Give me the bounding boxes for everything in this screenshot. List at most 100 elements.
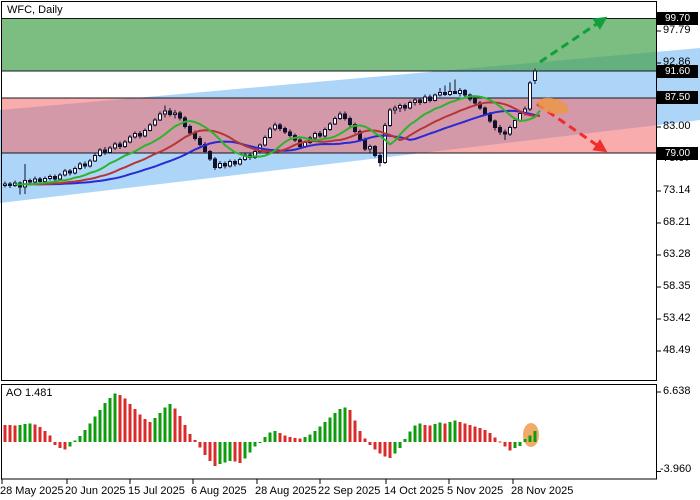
candle-body <box>328 123 332 131</box>
candle-body <box>358 131 362 140</box>
ao-axis-min-label: -3.960 <box>660 463 692 475</box>
ao-bar <box>468 424 472 442</box>
candle-body <box>458 90 462 94</box>
date-label: 14 Oct 2025 <box>384 485 444 497</box>
candle-body <box>438 92 442 96</box>
candle-body <box>3 183 7 186</box>
ao-bar <box>488 433 492 442</box>
ao-bar <box>388 442 392 458</box>
ao-bar <box>118 394 122 442</box>
candle-body <box>63 170 67 176</box>
alligator-teeth[interactable] <box>24 101 541 186</box>
ao-bar <box>413 425 417 442</box>
alligator-lips[interactable] <box>14 95 541 186</box>
candle-body <box>113 143 117 149</box>
candle-body <box>188 125 192 134</box>
ao-bar <box>533 430 537 442</box>
candle-body <box>343 113 347 120</box>
ao-bar <box>378 442 382 454</box>
candle-body <box>403 105 407 109</box>
price-tick-label: 83.00 <box>663 120 691 133</box>
candle-body <box>218 162 222 168</box>
ao-bar <box>308 434 312 442</box>
ao-bar <box>198 442 202 448</box>
candle-body <box>223 162 227 167</box>
candle-body <box>418 99 422 103</box>
ao-bar <box>23 424 27 442</box>
candle-body <box>108 147 112 153</box>
candle-body <box>283 127 287 133</box>
candle-body <box>148 124 152 131</box>
candle-body <box>128 136 132 143</box>
ao-bar <box>343 407 347 442</box>
date-label: 28 Aug 2025 <box>255 485 317 497</box>
ao-bar <box>113 393 117 442</box>
ao-bar <box>408 431 412 442</box>
ao-bar <box>273 430 277 442</box>
candle-body <box>213 158 217 168</box>
candle-body <box>88 160 92 167</box>
candle-body <box>288 131 292 136</box>
ao-axis-max-label: 6.638 <box>663 385 691 397</box>
ao-bar <box>348 409 352 442</box>
ao-bar <box>93 416 97 442</box>
candle-body <box>428 96 432 101</box>
ao-bar <box>363 438 367 442</box>
candle-body <box>333 118 337 125</box>
candle-body <box>38 178 42 183</box>
candle-body <box>233 160 237 165</box>
ao-bar <box>83 430 87 442</box>
ao-bar <box>373 442 377 450</box>
ao-bar <box>98 409 102 442</box>
candle-body <box>408 101 412 109</box>
price-badge: 99.70 <box>657 12 698 26</box>
price-tick-label: 73.14 <box>663 184 691 197</box>
candle-body <box>373 146 377 157</box>
ao-bar <box>163 407 167 442</box>
candle-body <box>28 179 32 183</box>
candle-body <box>83 163 87 167</box>
ao-bar <box>213 442 217 466</box>
ao-bar <box>438 422 442 442</box>
candle-body <box>348 118 352 125</box>
candle-body <box>73 168 77 174</box>
target-zone[interactable] <box>2 18 656 72</box>
ao-bar <box>68 442 72 447</box>
candle-body <box>528 82 532 110</box>
price-badge: 87.50 <box>657 91 698 105</box>
date-label: 15 Jul 2025 <box>128 485 185 497</box>
candle-body <box>93 155 97 162</box>
candle-body <box>378 155 382 164</box>
candle-body <box>483 107 487 115</box>
ao-bar <box>203 442 207 455</box>
alligator-jaw[interactable] <box>35 109 541 186</box>
ao-bar <box>333 412 337 442</box>
ao-bar <box>403 439 407 442</box>
candle-body <box>363 138 367 150</box>
ao-bar <box>268 432 272 442</box>
ao-bar <box>328 417 332 442</box>
ao-bar <box>293 437 297 442</box>
ao-bar <box>168 403 172 442</box>
price-highlight-ellipse[interactable] <box>536 95 571 117</box>
candle-body <box>368 146 372 150</box>
ao-bar <box>398 442 402 448</box>
ao-bar <box>48 435 52 442</box>
candle-body <box>153 119 157 126</box>
ao-histogram <box>3 393 537 466</box>
ao-bar <box>108 397 112 442</box>
candle-body <box>443 92 447 96</box>
candle-body <box>313 133 317 139</box>
ao-highlight-ellipse[interactable] <box>523 423 539 447</box>
ao-bar <box>323 421 327 442</box>
ao-bar <box>143 418 147 442</box>
candle-body <box>323 129 327 137</box>
ao-bar <box>53 442 57 445</box>
candle-body <box>353 123 357 133</box>
candle-body <box>158 113 162 121</box>
ao-bar <box>473 426 477 442</box>
candle-body <box>433 94 437 101</box>
candle-body <box>198 138 202 146</box>
